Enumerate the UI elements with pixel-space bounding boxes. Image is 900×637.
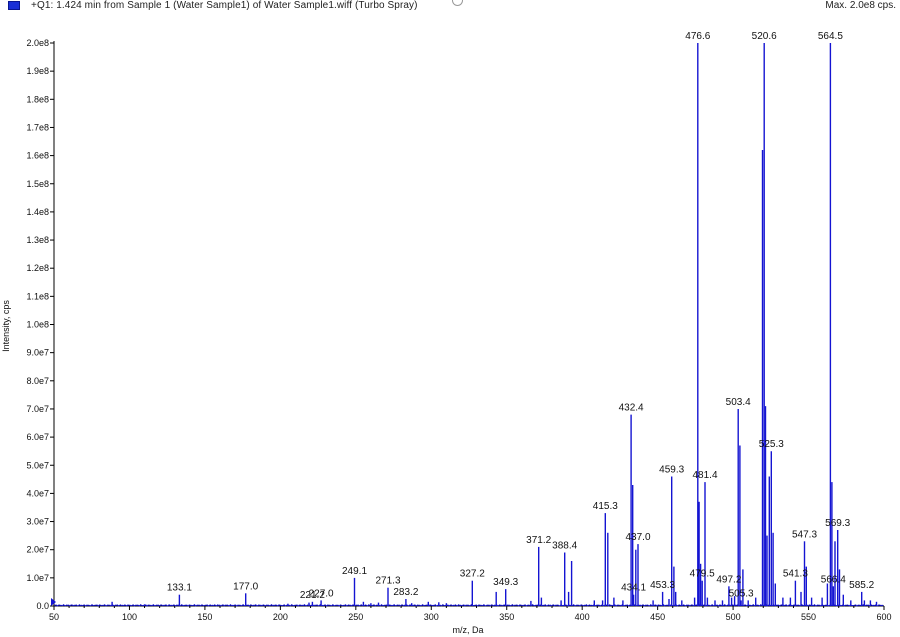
peak-label: 585.2 [849,580,874,591]
chart-header: +Q1: 1.424 min from Sample 1 (Water Samp… [0,0,900,14]
y-tick-label: 1.4e8 [26,207,49,217]
chart-axes: 50 100 150 200 250 300 350 400 450 500 550 600 0.0 1.… [26,38,891,622]
y-tick-label: 5.0e7 [26,460,49,470]
peak-label: 221.2 [300,590,325,601]
spectrum-title: +Q1: 1.424 min from Sample 1 (Water Samp… [31,0,418,11]
peak-label: 525.3 [759,439,784,450]
x-tick-label: 300 [424,612,439,622]
x-tick-label: 400 [575,612,590,622]
y-tick-label: 1.2e8 [26,263,49,273]
y-tick-label: 1.9e8 [26,66,49,76]
y-tick-label: 4.0e7 [26,488,49,498]
x-tick-label: 150 [197,612,212,622]
y-axis-title: Intensity, cps [1,300,11,352]
y-tick-label: 3.0e7 [26,517,49,527]
peak-label: 434.1 [621,583,646,594]
peak-label: 503.4 [726,397,751,408]
peak-label: 564.5 [818,31,843,42]
x-tick-label: 450 [650,612,665,622]
x-tick-label: 350 [499,612,514,622]
baseline-noise [53,604,884,607]
max-intensity-label: Max. 2.0e8 cps. [825,0,896,11]
x-tick-label: 500 [726,612,741,622]
y-tick-label: 1.0e8 [26,320,49,330]
y-tick-label: 0.0 [36,601,49,611]
peak-label: 541.3 [783,569,808,580]
peak-label: 566.4 [821,574,846,585]
peak-label: 479.5 [690,569,715,580]
peak-label: 481.4 [692,470,717,481]
origin-marker-icon [51,598,56,606]
y-tick-label: 1.0e7 [26,573,49,583]
x-tick-label: 100 [122,612,137,622]
y-tick-label: 1.7e8 [26,122,49,132]
peak-label: 349.3 [493,577,518,588]
y-tick-label: 6.0e7 [26,432,49,442]
y-tick-label: 1.3e8 [26,235,49,245]
peak-label: 327.2 [460,569,485,580]
y-tick-label: 1.1e8 [26,291,49,301]
peak-label: 227.0 [309,588,334,599]
x-tick-label: 600 [876,612,891,622]
peak-label: 437.0 [625,532,650,543]
y-tick-label: 1.8e8 [26,94,49,104]
y-tick-label: 7.0e7 [26,404,49,414]
peak-label: 497.2 [716,574,741,585]
spectrum-series [53,43,884,607]
x-axis-title: m/z, Da [452,625,483,635]
peak-label: 415.3 [593,501,618,512]
peak-label: 271.3 [375,576,400,587]
peak-label: 177.0 [233,581,258,592]
peak-label: 388.4 [552,541,577,552]
peak-label: 133.1 [167,583,192,594]
peak-label: 547.3 [792,529,817,540]
peak-label: 459.3 [659,465,684,476]
x-tick-label: 50 [49,612,59,622]
peak-label: 520.6 [752,31,777,42]
y-tick-label: 1.6e8 [26,151,49,161]
peak-label: 476.6 [685,31,710,42]
peak-label: 283.2 [393,587,418,598]
peak-label: 505.3 [729,588,754,599]
series-color-swatch[interactable] [8,1,20,10]
y-tick-label: 8.0e7 [26,376,49,386]
peak-label: 453.3 [650,580,675,591]
y-tick-label: 1.5e8 [26,179,49,189]
y-tick-label: 2.0e7 [26,545,49,555]
y-tick-label: 9.0e7 [26,348,49,358]
peak-label: 432.4 [619,403,644,414]
peak-label: 249.1 [342,566,367,577]
peak-label: 371.2 [526,535,551,546]
y-tick-label: 2.0e8 [26,38,49,48]
x-tick-label: 200 [273,612,288,622]
x-tick-label: 250 [348,612,363,622]
x-tick-label: 550 [801,612,816,622]
peak-label: 569.3 [825,518,850,529]
